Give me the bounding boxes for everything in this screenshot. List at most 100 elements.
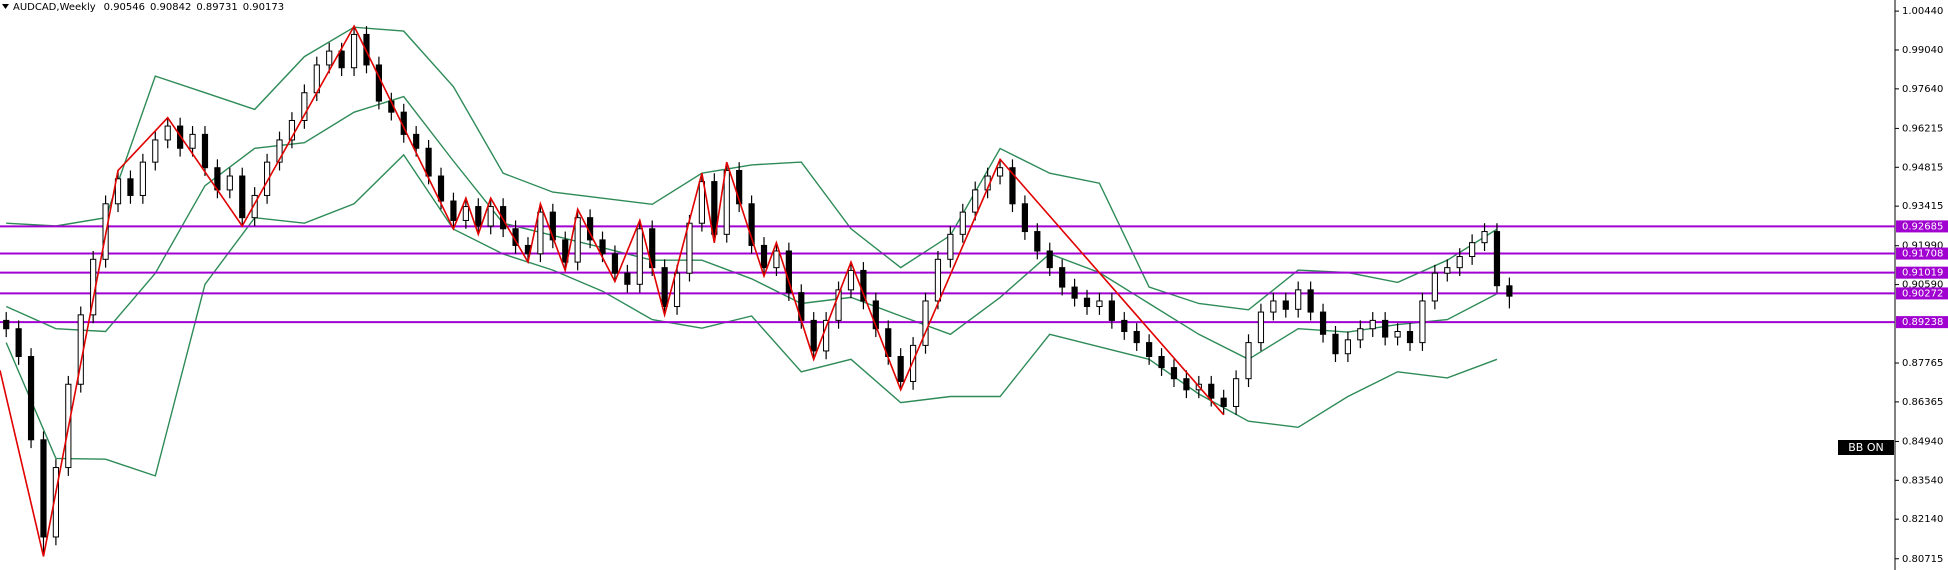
- candle-body: [1357, 328, 1364, 341]
- candle-body: [114, 178, 122, 205]
- candle-body: [698, 181, 705, 224]
- candle-body: [350, 33, 358, 69]
- candle-body: [736, 169, 743, 205]
- y-tick-label: 0.82140: [1902, 514, 1943, 525]
- candle-body: [1133, 331, 1140, 344]
- candle-body: [1208, 383, 1215, 399]
- candle-body: [239, 175, 246, 219]
- y-tick-label: 0.99040: [1902, 45, 1943, 56]
- candle-body: [263, 161, 271, 196]
- y-tick-label: 0.84940: [1902, 436, 1943, 447]
- candle-body: [1431, 272, 1438, 302]
- ohlc-low: 0.89731: [196, 2, 237, 13]
- candle-body: [413, 133, 420, 149]
- candle-body: [462, 206, 469, 221]
- candle-body: [152, 139, 159, 163]
- candle-body: [1009, 167, 1016, 205]
- candle-body: [1220, 397, 1227, 407]
- candle-body: [1307, 289, 1314, 313]
- candle-body: [1096, 300, 1103, 308]
- candle-body: [872, 300, 879, 330]
- candle-body: [1270, 300, 1277, 313]
- candle-body: [1183, 378, 1190, 391]
- candle-body: [1170, 367, 1178, 380]
- candle-body: [686, 222, 693, 274]
- candle-body: [711, 181, 718, 235]
- ohlc-close: 0.90173: [243, 2, 284, 13]
- candle-body: [1481, 231, 1488, 244]
- candle-body: [164, 125, 171, 141]
- candle-body: [1493, 231, 1501, 287]
- candle-body: [996, 167, 1004, 177]
- candle-body: [27, 355, 35, 441]
- y-tick-label: 0.93415: [1902, 201, 1943, 212]
- candle-body: [338, 50, 345, 69]
- candle-body: [3, 319, 10, 330]
- bollinger-band: [6, 26, 1498, 311]
- candle-body: [1332, 333, 1339, 355]
- candle-body: [1158, 355, 1165, 369]
- candle-body: [40, 439, 47, 538]
- candle-body: [624, 272, 631, 285]
- candle-body: [611, 253, 619, 274]
- candle-body: [1083, 297, 1091, 308]
- candle-body: [1282, 300, 1289, 310]
- level-label: 0.89238: [1902, 317, 1943, 328]
- candle-body: [922, 300, 929, 346]
- level-label-box: [1896, 247, 1948, 260]
- candle-body: [139, 161, 146, 196]
- candle-body: [810, 319, 817, 352]
- ohlc-open: 0.90546: [104, 2, 145, 13]
- candle-body: [847, 269, 855, 291]
- candle-body: [500, 206, 507, 230]
- candle-body: [301, 92, 308, 121]
- candle-body: [636, 228, 643, 285]
- candle-body: [15, 328, 22, 357]
- candle-body: [835, 289, 842, 321]
- y-tick-label: 0.87765: [1902, 358, 1943, 369]
- candle-body: [288, 119, 296, 141]
- candle-body: [673, 272, 681, 308]
- candle-body: [1469, 242, 1476, 258]
- zigzag-line: [0, 24, 1225, 557]
- candle-body: [934, 258, 942, 302]
- menu-triangle[interactable]: [2, 4, 9, 9]
- candle-body: [947, 233, 954, 260]
- candle-body: [127, 178, 134, 196]
- level-label: 0.91708: [1902, 249, 1943, 260]
- candle-body: [1046, 250, 1053, 269]
- candle-body: [1245, 342, 1252, 380]
- y-tick-label: 0.96215: [1902, 123, 1943, 134]
- candle-body: [1071, 286, 1078, 299]
- candle-body: [1257, 311, 1265, 344]
- candle-body: [251, 194, 258, 219]
- candle-body: [450, 200, 457, 221]
- indicator-badge: [1838, 440, 1894, 455]
- candle-body: [276, 139, 283, 163]
- candle-body: [1021, 203, 1028, 233]
- candle-body: [226, 175, 233, 191]
- candle-body: [562, 239, 569, 263]
- candle-body: [425, 147, 432, 177]
- candle-body: [326, 50, 333, 66]
- candle-body: [897, 355, 904, 382]
- candle-body: [549, 211, 556, 241]
- candle-body: [537, 211, 544, 255]
- candle-body: [773, 250, 780, 269]
- candle-body: [1121, 319, 1128, 333]
- level-label-box: [1896, 220, 1948, 233]
- candle-body: [1419, 300, 1426, 344]
- candle-body: [1369, 319, 1376, 330]
- candle-body: [1034, 231, 1041, 252]
- candle-body: [1394, 331, 1401, 338]
- chart-header: AUDCAD,Weekly 0.90546 0.90842 0.89731 0.9017…: [13, 2, 284, 13]
- indicator-label: BB ON: [1848, 441, 1883, 454]
- candle-body: [1382, 319, 1389, 338]
- candle-body: [1319, 311, 1327, 335]
- y-tick-label: 0.97640: [1902, 84, 1943, 95]
- y-tick-label: 1.00440: [1902, 6, 1943, 17]
- candle-body: [1146, 342, 1153, 357]
- candle-body: [475, 206, 482, 227]
- candle-body: [1456, 256, 1463, 269]
